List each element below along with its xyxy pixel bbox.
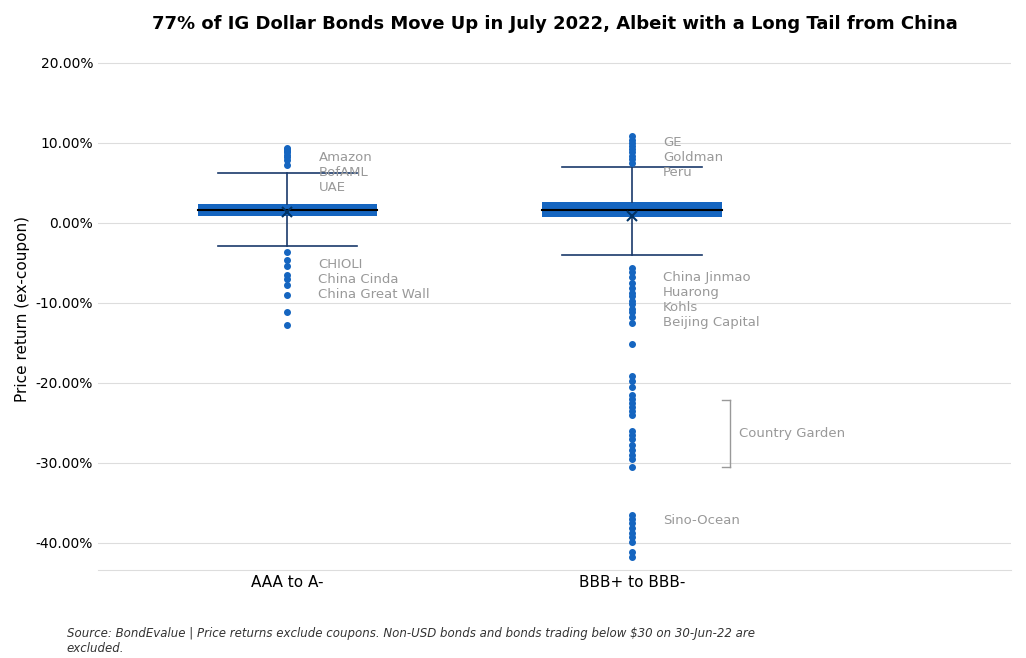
Y-axis label: Price return (ex-coupon): Price return (ex-coupon): [15, 216, 30, 403]
Text: Country Garden: Country Garden: [739, 427, 845, 440]
Text: GE
Goldman
Peru: GE Goldman Peru: [663, 136, 723, 180]
Title: 77% of IG Dollar Bonds Move Up in July 2022, Albeit with a Long Tail from China: 77% of IG Dollar Bonds Move Up in July 2…: [152, 15, 957, 33]
Text: Sino-Ocean: Sino-Ocean: [663, 514, 740, 526]
Text: CHIOLI
China Cinda
China Great Wall: CHIOLI China Cinda China Great Wall: [318, 258, 430, 301]
Bar: [543, 202, 721, 217]
Text: Source: BondEvalue | Price returns exclude coupons. Non-USD bonds and bonds trad: Source: BondEvalue | Price returns exclu…: [67, 626, 755, 655]
Text: Amazon
BofAML
UAE: Amazon BofAML UAE: [318, 151, 372, 193]
Text: China Jinmao
Huarong
Kohls
Beijing Capital: China Jinmao Huarong Kohls Beijing Capit…: [663, 270, 759, 329]
Bar: [198, 205, 377, 216]
